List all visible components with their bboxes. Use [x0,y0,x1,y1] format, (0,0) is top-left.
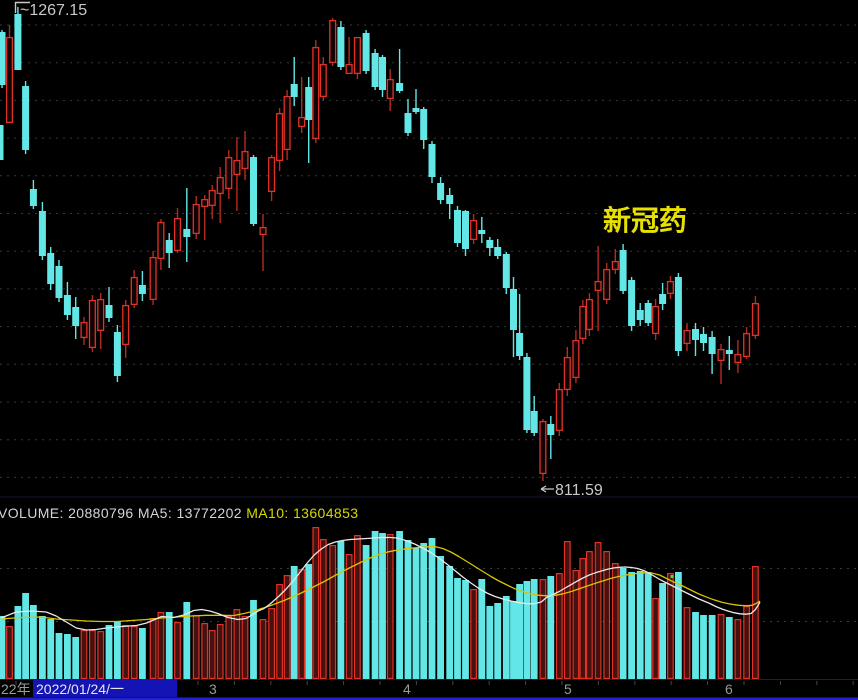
svg-text:22年: 22年 [1,681,31,697]
svg-text:VOLUME: 20880796 MA5: 1377220: VOLUME: 20880796 MA5: 13772202 MA10: 136… [0,505,358,521]
svg-text:2022/01/24/一: 2022/01/24/一 [36,681,124,697]
svg-text:811.59: 811.59 [555,482,603,499]
svg-text:3: 3 [209,681,217,697]
svg-text:5: 5 [564,681,572,697]
svg-text:6: 6 [725,681,733,697]
svg-text:4: 4 [403,681,411,697]
svg-text:新冠药: 新冠药 [603,205,687,236]
svg-text:~1267.15: ~1267.15 [20,2,87,19]
